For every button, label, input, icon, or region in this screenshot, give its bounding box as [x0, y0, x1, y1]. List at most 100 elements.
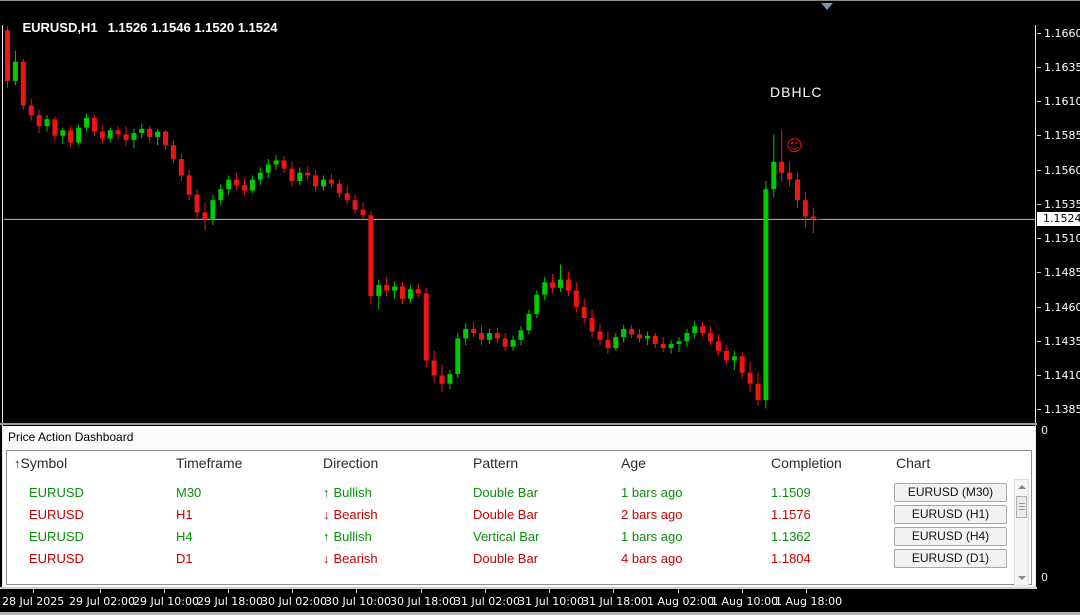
scrollbar-down-icon[interactable]	[1015, 571, 1028, 585]
cell-timeframe: H1	[176, 507, 193, 522]
time-tick-mark	[613, 589, 614, 593]
open-chart-button-m30[interactable]: EURUSD (M30)	[894, 483, 1007, 502]
price-tick-label: 1.1485	[1037, 266, 1080, 279]
cell-completion: 1.1509	[771, 485, 811, 500]
dashboard-scrollbar[interactable]	[1014, 479, 1029, 586]
dashboard-panel: ↑Symbol Timeframe Direction Pattern Age …	[6, 450, 1032, 586]
table-row[interactable]: EURUSD D1 ↓ Bearish Double Bar 4 bars ago…	[7, 548, 1031, 570]
subwindow-bottom-frame	[0, 587, 1037, 589]
time-tick-mark	[356, 589, 357, 593]
cell-timeframe: H4	[176, 529, 193, 544]
price-tick-label: 1.1635	[1037, 61, 1080, 74]
cell-age: 1 bars ago	[621, 529, 683, 544]
cell-pattern: Double Bar	[473, 551, 539, 566]
time-tick-label: 29 Jul 02:00	[69, 595, 135, 608]
scrollbar-grip-icon	[1019, 503, 1025, 511]
candlestick-chart[interactable]	[4, 25, 1036, 423]
time-tick-mark	[33, 589, 34, 593]
window-frame-top	[0, 0, 1080, 1]
dashboard-header-row: ↑Symbol Timeframe Direction Pattern Age …	[7, 455, 1031, 475]
cell-timeframe: D1	[176, 551, 193, 566]
time-tick-mark	[228, 589, 229, 593]
time-tick-label: 29 Jul 18:00	[197, 595, 263, 608]
cell-pattern: Double Bar	[473, 507, 539, 522]
column-header-symbol[interactable]: ↑Symbol	[14, 455, 68, 471]
time-tick-mark	[806, 589, 807, 593]
cell-age: 4 bars ago	[621, 551, 683, 566]
time-tick-label: 31 Jul 10:00	[518, 595, 584, 608]
column-header-pattern[interactable]: Pattern	[473, 455, 519, 471]
cell-completion: 1.1362	[771, 529, 811, 544]
direction-up-icon: ↑	[323, 529, 330, 544]
cell-symbol: EURUSD	[29, 551, 84, 566]
chart-title: EURUSD,H1 1.1526 1.1546 1.1520 1.1524	[8, 5, 277, 50]
indicator-name-label: DBHLC	[770, 84, 823, 100]
scroll-to-end-marker-icon[interactable]	[821, 3, 833, 10]
direction-down-icon: ↓	[323, 551, 330, 566]
chart-symbol-period: EURUSD,H1	[22, 20, 98, 35]
direction-down-icon: ↓	[323, 507, 330, 522]
direction-up-icon: ↑	[323, 485, 330, 500]
column-header-completion[interactable]: Completion	[771, 455, 842, 471]
time-tick-label: 30 Jul 18:00	[390, 595, 456, 608]
price-tick-label: 1.1510	[1037, 232, 1080, 245]
time-tick-mark	[485, 589, 486, 593]
subwindow-scale-bottom: 0	[1041, 571, 1048, 584]
cell-direction: ↓ Bearish	[323, 551, 378, 566]
time-tick-label: 30 Jul 10:00	[325, 595, 391, 608]
cell-direction: ↑ Bullish	[323, 485, 372, 500]
subwindow-scale-top: 0	[1041, 424, 1048, 437]
price-tick-label: 1.1460	[1037, 301, 1080, 314]
time-tick-label: 28 Jul 2025	[2, 595, 65, 608]
price-tick-label: 1.1410	[1037, 369, 1080, 382]
open-chart-button-d1[interactable]: EURUSD (D1)	[894, 549, 1007, 568]
time-tick-label: 1 Aug 02:00	[647, 595, 715, 608]
cell-symbol: EURUSD	[29, 507, 84, 522]
chart-ohlc-values: 1.1526 1.1546 1.1520 1.1524	[107, 20, 278, 35]
chart-left-edge	[2, 25, 3, 588]
subwindow-splitter[interactable]	[0, 423, 1037, 425]
time-tick-mark	[100, 589, 101, 593]
time-tick-label: 31 Jul 02:00	[454, 595, 520, 608]
time-tick-mark	[292, 589, 293, 593]
scrollbar-up-icon[interactable]	[1015, 480, 1028, 494]
cell-symbol: EURUSD	[29, 485, 84, 500]
smiley-signal-icon: ☺	[786, 136, 803, 155]
time-tick-label: 29 Jul 10:00	[133, 595, 199, 608]
table-row[interactable]: EURUSD M30 ↑ Bullish Double Bar 1 bars ag…	[7, 482, 1031, 504]
open-chart-button-h4[interactable]: EURUSD (H4)	[894, 527, 1007, 546]
price-tick-label: 1.1560	[1037, 164, 1080, 177]
time-tick-label: 1 Aug 10:00	[711, 595, 779, 608]
price-tick-label: 1.1535	[1037, 198, 1080, 211]
cell-age: 2 bars ago	[621, 507, 683, 522]
time-axis[interactable]: 28 Jul 2025 29 Jul 02:00 29 Jul 10:00 29 Ju…	[0, 589, 1080, 613]
column-header-chart[interactable]: Chart	[896, 455, 931, 471]
dashboard-title: Price Action Dashboard	[8, 430, 134, 444]
price-tick-label: 1.1585	[1037, 129, 1080, 142]
time-tick-label: 31 Jul 18:00	[582, 595, 648, 608]
table-row[interactable]: EURUSD H1 ↓ Bearish Double Bar 2 bars ago…	[7, 504, 1031, 526]
time-tick-mark	[164, 589, 165, 593]
price-action-dashboard: Price Action Dashboard ↑Symbol Timeframe…	[3, 426, 1035, 587]
cell-pattern: Double Bar	[473, 485, 539, 500]
column-header-direction[interactable]: Direction	[323, 455, 379, 471]
column-header-age[interactable]: Age	[621, 455, 646, 471]
time-tick-mark	[678, 589, 679, 593]
table-row[interactable]: EURUSD H4 ↑ Bullish Vertical Bar 1 bars a…	[7, 526, 1031, 548]
current-price-tag: 1.1524	[1037, 212, 1080, 227]
time-tick-label: 1 Aug 18:00	[775, 595, 843, 608]
time-tick-mark	[421, 589, 422, 593]
time-tick-label: 30 Jul 02:00	[261, 595, 327, 608]
price-tick-label: 1.1435	[1037, 335, 1080, 348]
cell-direction: ↑ Bullish	[323, 529, 372, 544]
cell-age: 1 bars ago	[621, 485, 683, 500]
open-chart-button-h1[interactable]: EURUSD (H1)	[894, 505, 1007, 524]
price-tick-label: 1.1385	[1037, 403, 1080, 416]
time-tick-mark	[742, 589, 743, 593]
cell-direction: ↓ Bearish	[323, 507, 378, 522]
price-axis[interactable]: 1.1660 1.1635 1.1610 1.1585 1.1560 1.1535 1.15…	[1037, 25, 1080, 423]
scrollbar-thumb[interactable]	[1016, 496, 1027, 518]
cell-symbol: EURUSD	[29, 529, 84, 544]
column-header-timeframe[interactable]: Timeframe	[176, 455, 243, 471]
